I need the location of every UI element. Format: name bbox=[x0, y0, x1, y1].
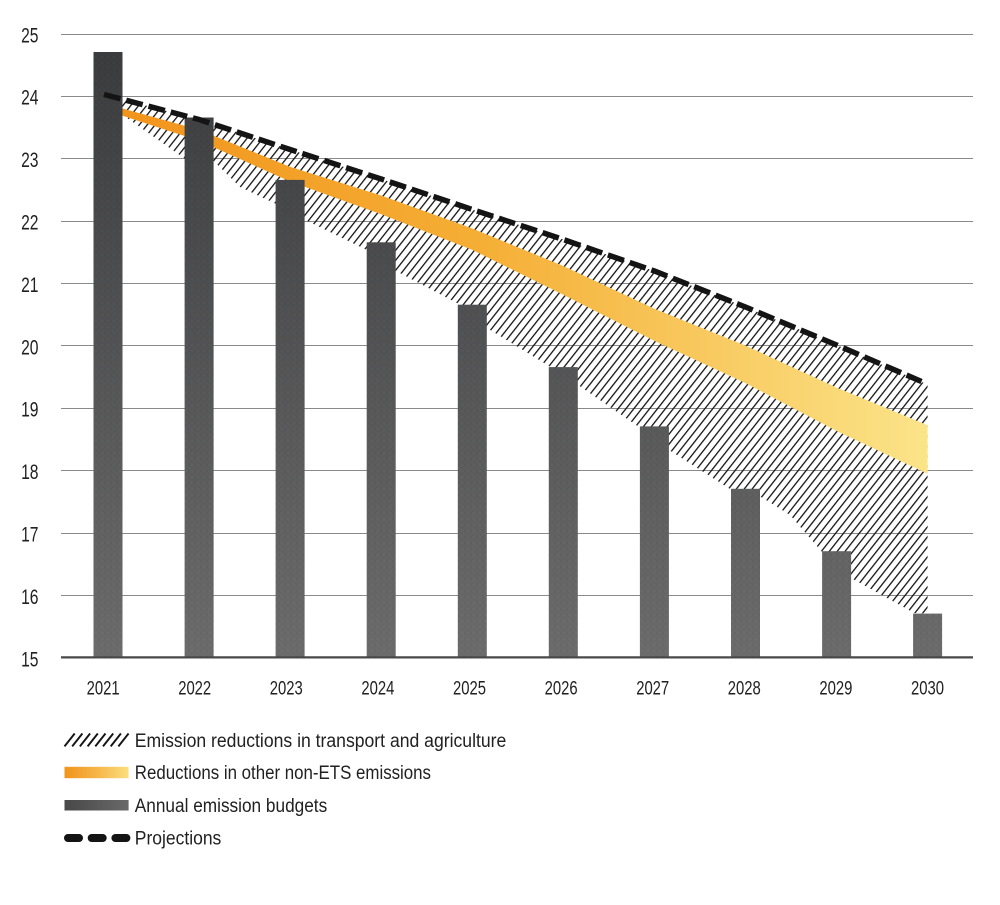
svg-text:23: 23 bbox=[21, 148, 38, 172]
svg-text:19: 19 bbox=[21, 398, 38, 422]
svg-text:2028: 2028 bbox=[728, 677, 761, 699]
svg-text:2023: 2023 bbox=[270, 677, 303, 699]
svg-text:25: 25 bbox=[21, 23, 38, 47]
svg-text:15: 15 bbox=[21, 647, 38, 671]
svg-text:Projections: Projections bbox=[135, 829, 222, 850]
svg-text:Reductions in other non-ETS em: Reductions in other non-ETS emissions bbox=[135, 763, 431, 784]
svg-text:2027: 2027 bbox=[636, 677, 669, 699]
svg-text:16: 16 bbox=[21, 585, 38, 609]
svg-text:24: 24 bbox=[21, 86, 38, 110]
svg-text:2021: 2021 bbox=[87, 677, 120, 699]
svg-text:17: 17 bbox=[21, 523, 38, 547]
svg-text:21: 21 bbox=[21, 273, 38, 297]
svg-text:2026: 2026 bbox=[545, 677, 578, 699]
svg-text:2024: 2024 bbox=[361, 677, 394, 699]
svg-text:2029: 2029 bbox=[819, 677, 852, 699]
svg-text:2022: 2022 bbox=[178, 677, 211, 699]
svg-text:20: 20 bbox=[21, 335, 38, 359]
svg-text:2030: 2030 bbox=[911, 677, 944, 699]
svg-text:2025: 2025 bbox=[453, 677, 486, 699]
svg-text:22: 22 bbox=[21, 211, 38, 235]
svg-text:18: 18 bbox=[21, 460, 38, 484]
svg-text:Annual emission budgets: Annual emission budgets bbox=[135, 796, 327, 817]
svg-text:Emission reductions in transpo: Emission reductions in transport and agr… bbox=[135, 731, 507, 752]
